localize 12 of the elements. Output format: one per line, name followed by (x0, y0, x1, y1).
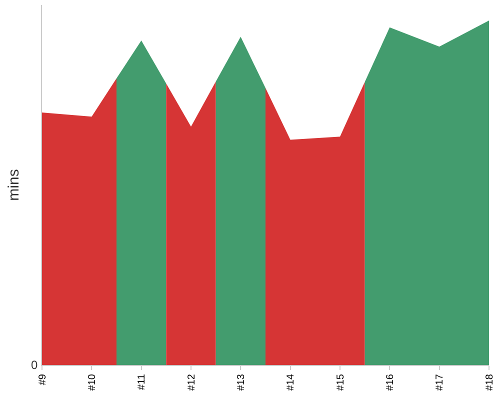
x-tick-label: #18 (484, 374, 496, 391)
x-tick-label: #13 (236, 374, 247, 391)
text: 0 (31, 358, 38, 372)
x-tick-label: #11 (136, 374, 148, 390)
x-tick-label: #15 (335, 374, 346, 391)
x-tick-label: #12 (186, 374, 198, 391)
x-tick-label: #16 (384, 374, 396, 391)
x-tick-label: #14 (286, 374, 297, 391)
y-axis-title: mins (5, 169, 22, 201)
x-tick-label: #9 (37, 374, 48, 386)
x-tick-label: #10 (86, 374, 98, 391)
x-tick-label: #17 (434, 374, 446, 391)
